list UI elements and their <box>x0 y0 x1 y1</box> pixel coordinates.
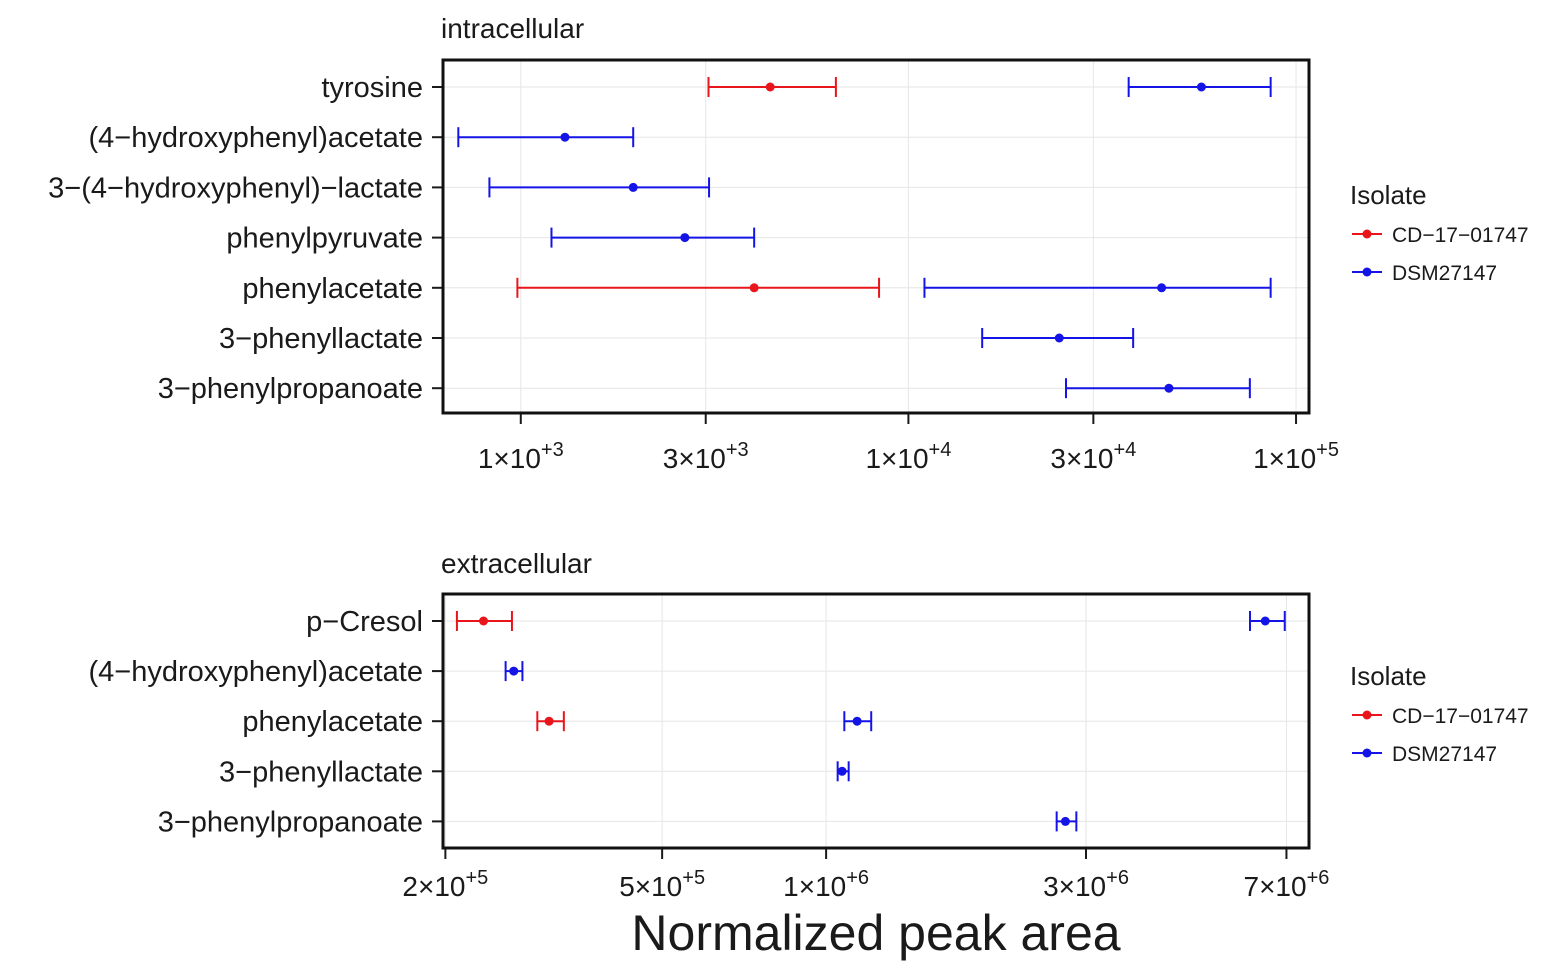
legend-key-point <box>1362 229 1372 239</box>
point-cd-17-01747-p-cresol <box>479 616 489 626</box>
legend-key-point <box>1362 710 1372 720</box>
x-tick-label: 3×10+3 <box>663 439 749 474</box>
x-tick-label: 3×10+4 <box>1050 439 1136 474</box>
legend-key-point <box>1362 748 1372 758</box>
y-label-4-hydroxyphenyl-acetate: (4−hydroxyphenyl)acetate <box>88 656 423 688</box>
x-tick-label: 3×10+6 <box>1043 867 1129 902</box>
point-dsm27147-3-phenyllactate <box>1054 333 1064 343</box>
legend-label: DSM27147 <box>1392 743 1497 766</box>
point-cd-17-01747-tyrosine <box>765 82 775 92</box>
x-tick-label: 1×10+3 <box>478 439 564 474</box>
y-label-phenylpyruvate: phenylpyruvate <box>226 223 423 255</box>
y-label-3-4-hydroxyphenyl-lactate: 3−(4−hydroxyphenyl)−lactate <box>48 172 423 204</box>
intracellular-panel: intracellular tyrosine (4−hydroxyphenyl)ac… <box>48 13 1528 474</box>
legend-title: Isolate <box>1350 661 1427 691</box>
x-tick-label: 7×10+6 <box>1244 867 1330 902</box>
point-dsm27147-4-hydroxyphenyl-acetate <box>509 666 519 676</box>
legend-entry-cd-17-01747: CD−17−01747 <box>1352 224 1529 247</box>
y-label-3-phenylpropanoate: 3−phenylpropanoate <box>158 373 423 405</box>
y-label-3-phenylpropanoate: 3−phenylpropanoate <box>158 806 423 838</box>
point-dsm27147-3-4-hydroxyphenyl-lactate <box>628 182 638 192</box>
y-label-p-cresol: p−Cresol <box>306 606 423 638</box>
y-label-tyrosine: tyrosine <box>321 72 423 104</box>
point-dsm27147-p-cresol <box>1260 616 1270 626</box>
legend-label: CD−17−01747 <box>1392 224 1529 247</box>
x-tick-label: 1×10+6 <box>783 867 869 902</box>
legend: Isolate CD−17−01747 DSM27147 <box>1350 180 1529 285</box>
y-label-3-phenyllactate: 3−phenyllactate <box>219 756 423 788</box>
legend-label: DSM27147 <box>1392 262 1497 285</box>
y-label-phenylacetate: phenylacetate <box>242 273 423 305</box>
y-label-4-hydroxyphenyl-acetate: (4−hydroxyphenyl)acetate <box>88 122 423 154</box>
point-cd-17-01747-phenylacetate <box>749 283 759 293</box>
y-label-phenylacetate: phenylacetate <box>242 706 423 738</box>
point-dsm27147-phenylpyruvate <box>680 233 690 243</box>
point-dsm27147-3-phenylpropanoate <box>1060 816 1070 826</box>
legend-label: CD−17−01747 <box>1392 705 1529 728</box>
legend-key-point <box>1362 267 1372 277</box>
point-dsm27147-phenylacetate <box>852 716 862 726</box>
point-dsm27147-4-hydroxyphenyl-acetate <box>560 132 570 142</box>
legend-entry-cd-17-01747: CD−17−01747 <box>1352 705 1529 728</box>
plot-background <box>443 60 1309 413</box>
y-label-3-phenyllactate: 3−phenyllactate <box>219 323 423 355</box>
x-tick-label: 2×10+5 <box>402 867 488 902</box>
x-tick-label: 5×10+5 <box>619 867 705 902</box>
legend-entry-dsm27147: DSM27147 <box>1352 743 1497 766</box>
panel-title: intracellular <box>441 13 584 44</box>
point-cd-17-01747-phenylacetate <box>544 716 554 726</box>
point-dsm27147-phenylacetate <box>1157 283 1167 293</box>
legend-title: Isolate <box>1350 180 1427 210</box>
point-dsm27147-3-phenyllactate <box>837 766 847 776</box>
x-tick-label: 1×10+4 <box>865 439 951 474</box>
x-axis-label: Normalized peak area <box>631 905 1120 961</box>
extracellular-panel: extracellular p−Cresol (4−hydroxyphenyl)ac… <box>88 548 1528 902</box>
point-dsm27147-3-phenylpropanoate <box>1164 383 1174 393</box>
panel-border <box>441 58 1311 415</box>
point-dsm27147-tyrosine <box>1196 82 1206 92</box>
panel-border <box>441 592 1311 850</box>
legend-entry-dsm27147: DSM27147 <box>1352 262 1497 285</box>
legend: Isolate CD−17−01747 DSM27147 <box>1350 661 1529 766</box>
x-tick-label: 1×10+5 <box>1253 439 1339 474</box>
panel-title: extracellular <box>441 548 592 579</box>
